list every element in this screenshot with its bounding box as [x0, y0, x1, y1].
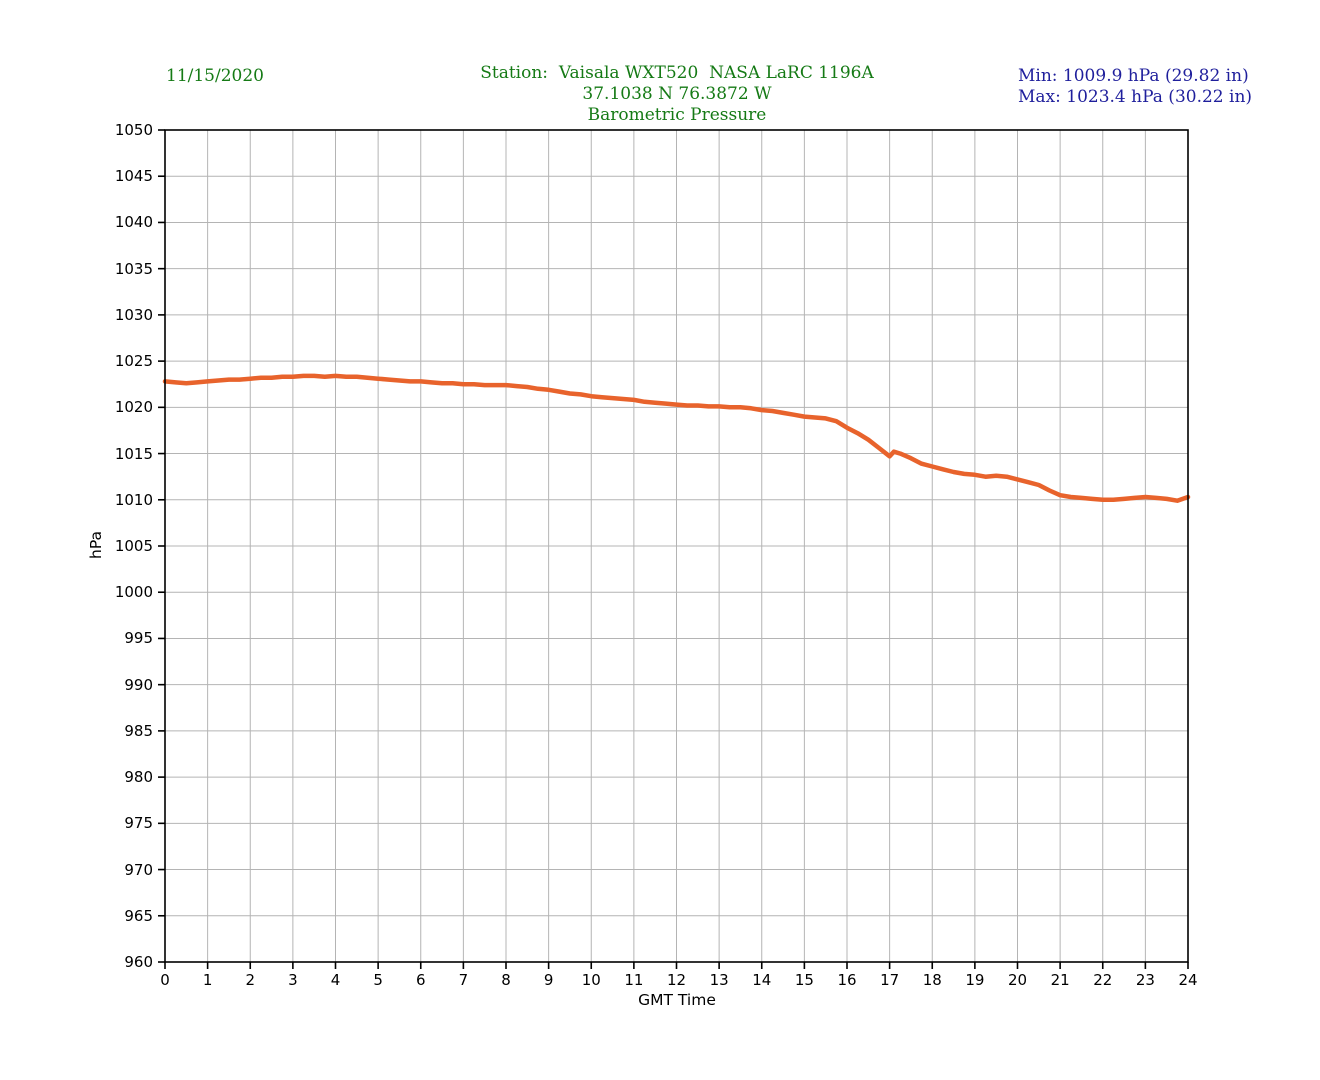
x-tick-label: 13 — [709, 971, 729, 989]
y-tick-label: 990 — [124, 675, 153, 694]
x-tick-label: 5 — [373, 971, 383, 989]
y-tick-label: 965 — [124, 906, 153, 925]
pressure-line-series — [162, 373, 1191, 503]
y-tick-label: 1040 — [114, 213, 153, 232]
x-tick-label: 9 — [543, 971, 554, 989]
x-tick-label: 14 — [752, 971, 772, 989]
x-tick-label: 4 — [330, 971, 341, 989]
x-axis-label: GMT Time — [638, 991, 716, 1009]
x-tick-label: 16 — [837, 971, 857, 989]
chart-title: Barometric Pressure — [587, 105, 767, 125]
y-tick-label: 1015 — [114, 444, 153, 463]
x-tick-label: 10 — [581, 971, 601, 989]
x-tick-label: 3 — [288, 971, 298, 989]
station-coordinates: 37.1038 N 76.3872 W — [582, 84, 772, 104]
x-tick-label: 6 — [415, 971, 426, 989]
y-tick-label: 1010 — [114, 490, 153, 509]
x-tick-label: 18 — [922, 971, 942, 989]
date-label: 11/15/2020 — [166, 66, 264, 86]
x-tick-label: 23 — [1135, 971, 1155, 989]
x-tick-label: 15 — [794, 971, 814, 989]
y-tick-label: 1005 — [114, 537, 153, 555]
x-tick-label: 7 — [458, 971, 469, 989]
y-tick-label: 1025 — [114, 352, 153, 371]
y-tick-label: 995 — [124, 629, 153, 648]
x-tick-label: 0 — [160, 971, 170, 989]
station-title: Station: Vaisala WXT520 NASA LaRC 1196A — [480, 63, 874, 83]
x-tick-label: 2 — [245, 971, 256, 989]
y-tick-label: 980 — [124, 768, 153, 787]
y-tick-label: 1030 — [114, 305, 153, 324]
x-tick-label: 11 — [624, 971, 644, 989]
x-tick-label: 21 — [1050, 971, 1070, 989]
y-tick-label: 970 — [124, 860, 153, 879]
x-tick-label: 20 — [1007, 971, 1028, 989]
x-tick-label: 24 — [1178, 971, 1198, 989]
x-tick-label: 19 — [965, 971, 985, 989]
x-tick-label: 22 — [1093, 971, 1113, 989]
x-tick-label: 1 — [202, 971, 213, 989]
y-tick-label: 1045 — [114, 167, 153, 186]
y-tick-label: 985 — [124, 721, 153, 740]
y-tick-label: 1050 — [114, 121, 153, 139]
y-tick-label: 960 — [124, 953, 153, 971]
min-value-label: Min: 1009.9 hPa (29.82 in) — [1018, 66, 1249, 86]
max-value-label: Max: 1023.4 hPa (30.22 in) — [1018, 87, 1253, 107]
x-tick-label: 8 — [501, 971, 511, 989]
y-tick-label: 975 — [124, 814, 153, 833]
x-tick-label: 17 — [880, 971, 900, 989]
x-tick-label: 12 — [666, 971, 687, 989]
y-tick-label: 1035 — [114, 259, 153, 278]
y-tick-label: 1020 — [114, 398, 153, 417]
y-tick-label: 1000 — [114, 583, 153, 602]
